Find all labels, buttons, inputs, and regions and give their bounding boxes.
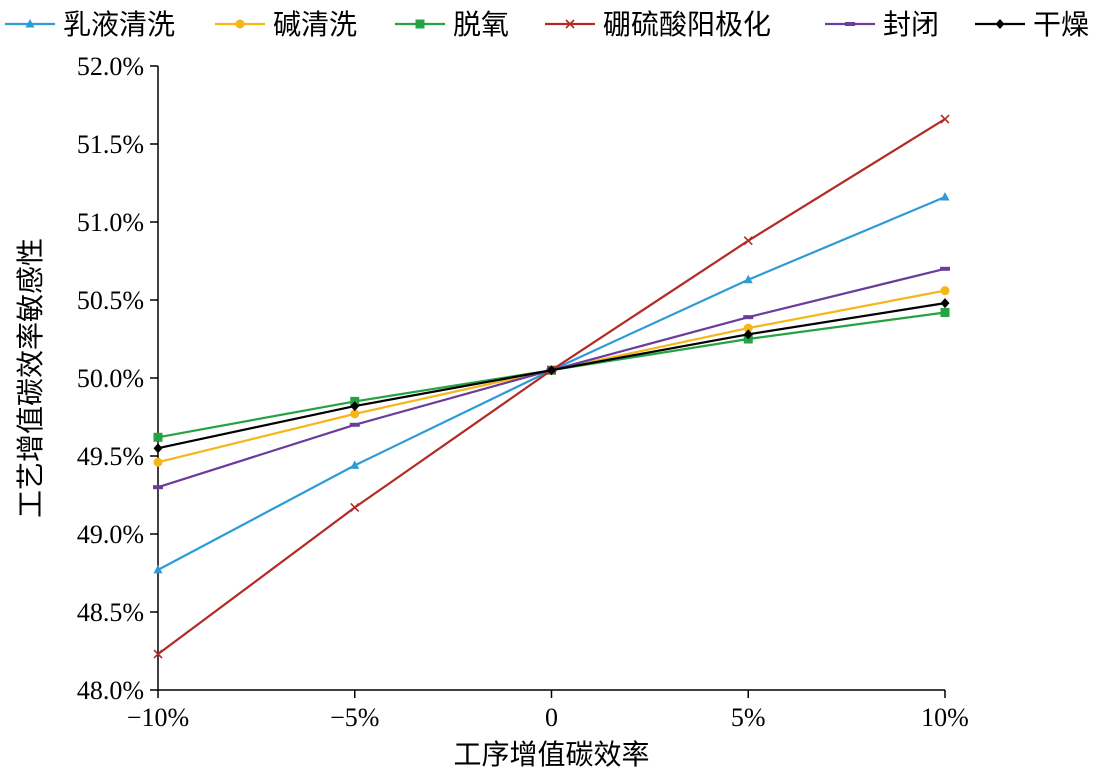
axes: 48.0% 48.5% 49.0% 49.5% 50.0% 50.5% 51.0% 51.5%… [77,52,969,732]
x-tick-label: −5% [330,703,379,732]
legend: 乳液清洗 碱清洗 脱氧 硼硫酸阳极化 封闭 干燥 [5,9,1089,41]
data-point-diamond [547,365,556,376]
x-axis-title: 工序增值碳效率 [453,739,649,771]
data-point-circle [940,286,950,296]
series-5 [153,298,950,454]
legend-item: 干燥 [975,10,1089,41]
series-4 [153,266,950,490]
legend-item: 碱清洗 [215,9,357,41]
data-point-square [153,432,163,442]
legend-label: 碱清洗 [273,9,357,41]
series-0 [153,192,950,574]
legend-item: 封闭 [825,9,939,41]
data-point-dash [743,315,754,320]
data-point-square [940,307,950,317]
data-point-x [565,19,575,29]
data-point-x [743,236,753,246]
x-tick-label: 5% [731,703,766,732]
data-point-x [350,502,360,513]
series-line [157,196,946,571]
x-tick-label: 0 [545,703,558,732]
x-tick-label: 10% [921,703,969,732]
data-point-dash [845,22,855,26]
data-point-triangle [350,460,360,469]
series-line [157,289,946,464]
y-tick-label: 51.0% [77,208,144,237]
y-tick-label: 49.5% [77,442,144,471]
data-point-diamond [743,329,753,340]
y-tick-label: 50.0% [77,364,144,393]
legend-item: 乳液清洗 [5,9,175,41]
legend-label: 硼硫酸阳极化 [603,9,771,41]
data-point-circle [153,457,163,467]
data-point-circle [743,323,753,333]
data-point-diamond [995,19,1005,29]
series-line [157,118,946,656]
data-point-diamond [350,401,360,412]
data-point-dash [153,485,163,490]
legend-item: 脱氧 [395,9,509,41]
series-1 [153,286,950,467]
y-axis-title: 工艺增值碳效率敏感性 [15,238,47,518]
series-3 [153,114,950,659]
data-point-square [415,19,425,29]
legend-label: 脱氧 [453,9,509,41]
x-tick-label: −10% [127,703,189,732]
y-tick-label: 51.5% [77,130,144,159]
y-tick-label: 48.5% [77,598,144,627]
data-point-diamond [153,443,163,454]
data-point-triangle [743,274,753,284]
data-point-triangle [25,19,35,28]
data-point-dash [349,422,360,427]
data-point-circle [235,19,245,29]
y-tick-label: 48.0% [77,676,144,705]
data-point-dash [940,266,950,271]
series-line [157,302,946,450]
data-point-triangle [940,192,950,201]
legend-label: 封闭 [883,9,939,41]
series-layer [153,114,950,659]
data-point-circle [350,409,360,419]
legend-label: 干燥 [1033,10,1089,41]
y-tick-label: 49.0% [77,520,144,549]
x-axis-ticks: −10% −5% 0 5% 10% [127,690,969,732]
data-point-diamond [940,298,950,309]
data-point-x [153,649,163,659]
data-point-triangle [153,564,163,574]
series-line [157,267,946,489]
y-tick-label: 52.0% [77,52,144,81]
legend-label: 乳液清洗 [63,9,175,41]
y-tick-label: 50.5% [77,286,144,315]
y-axis-ticks: 48.0% 48.5% 49.0% 49.5% 50.0% 50.5% 51.0% 51.5%… [77,52,158,705]
legend-item: 硼硫酸阳极化 [545,9,771,41]
data-point-x [940,114,950,124]
